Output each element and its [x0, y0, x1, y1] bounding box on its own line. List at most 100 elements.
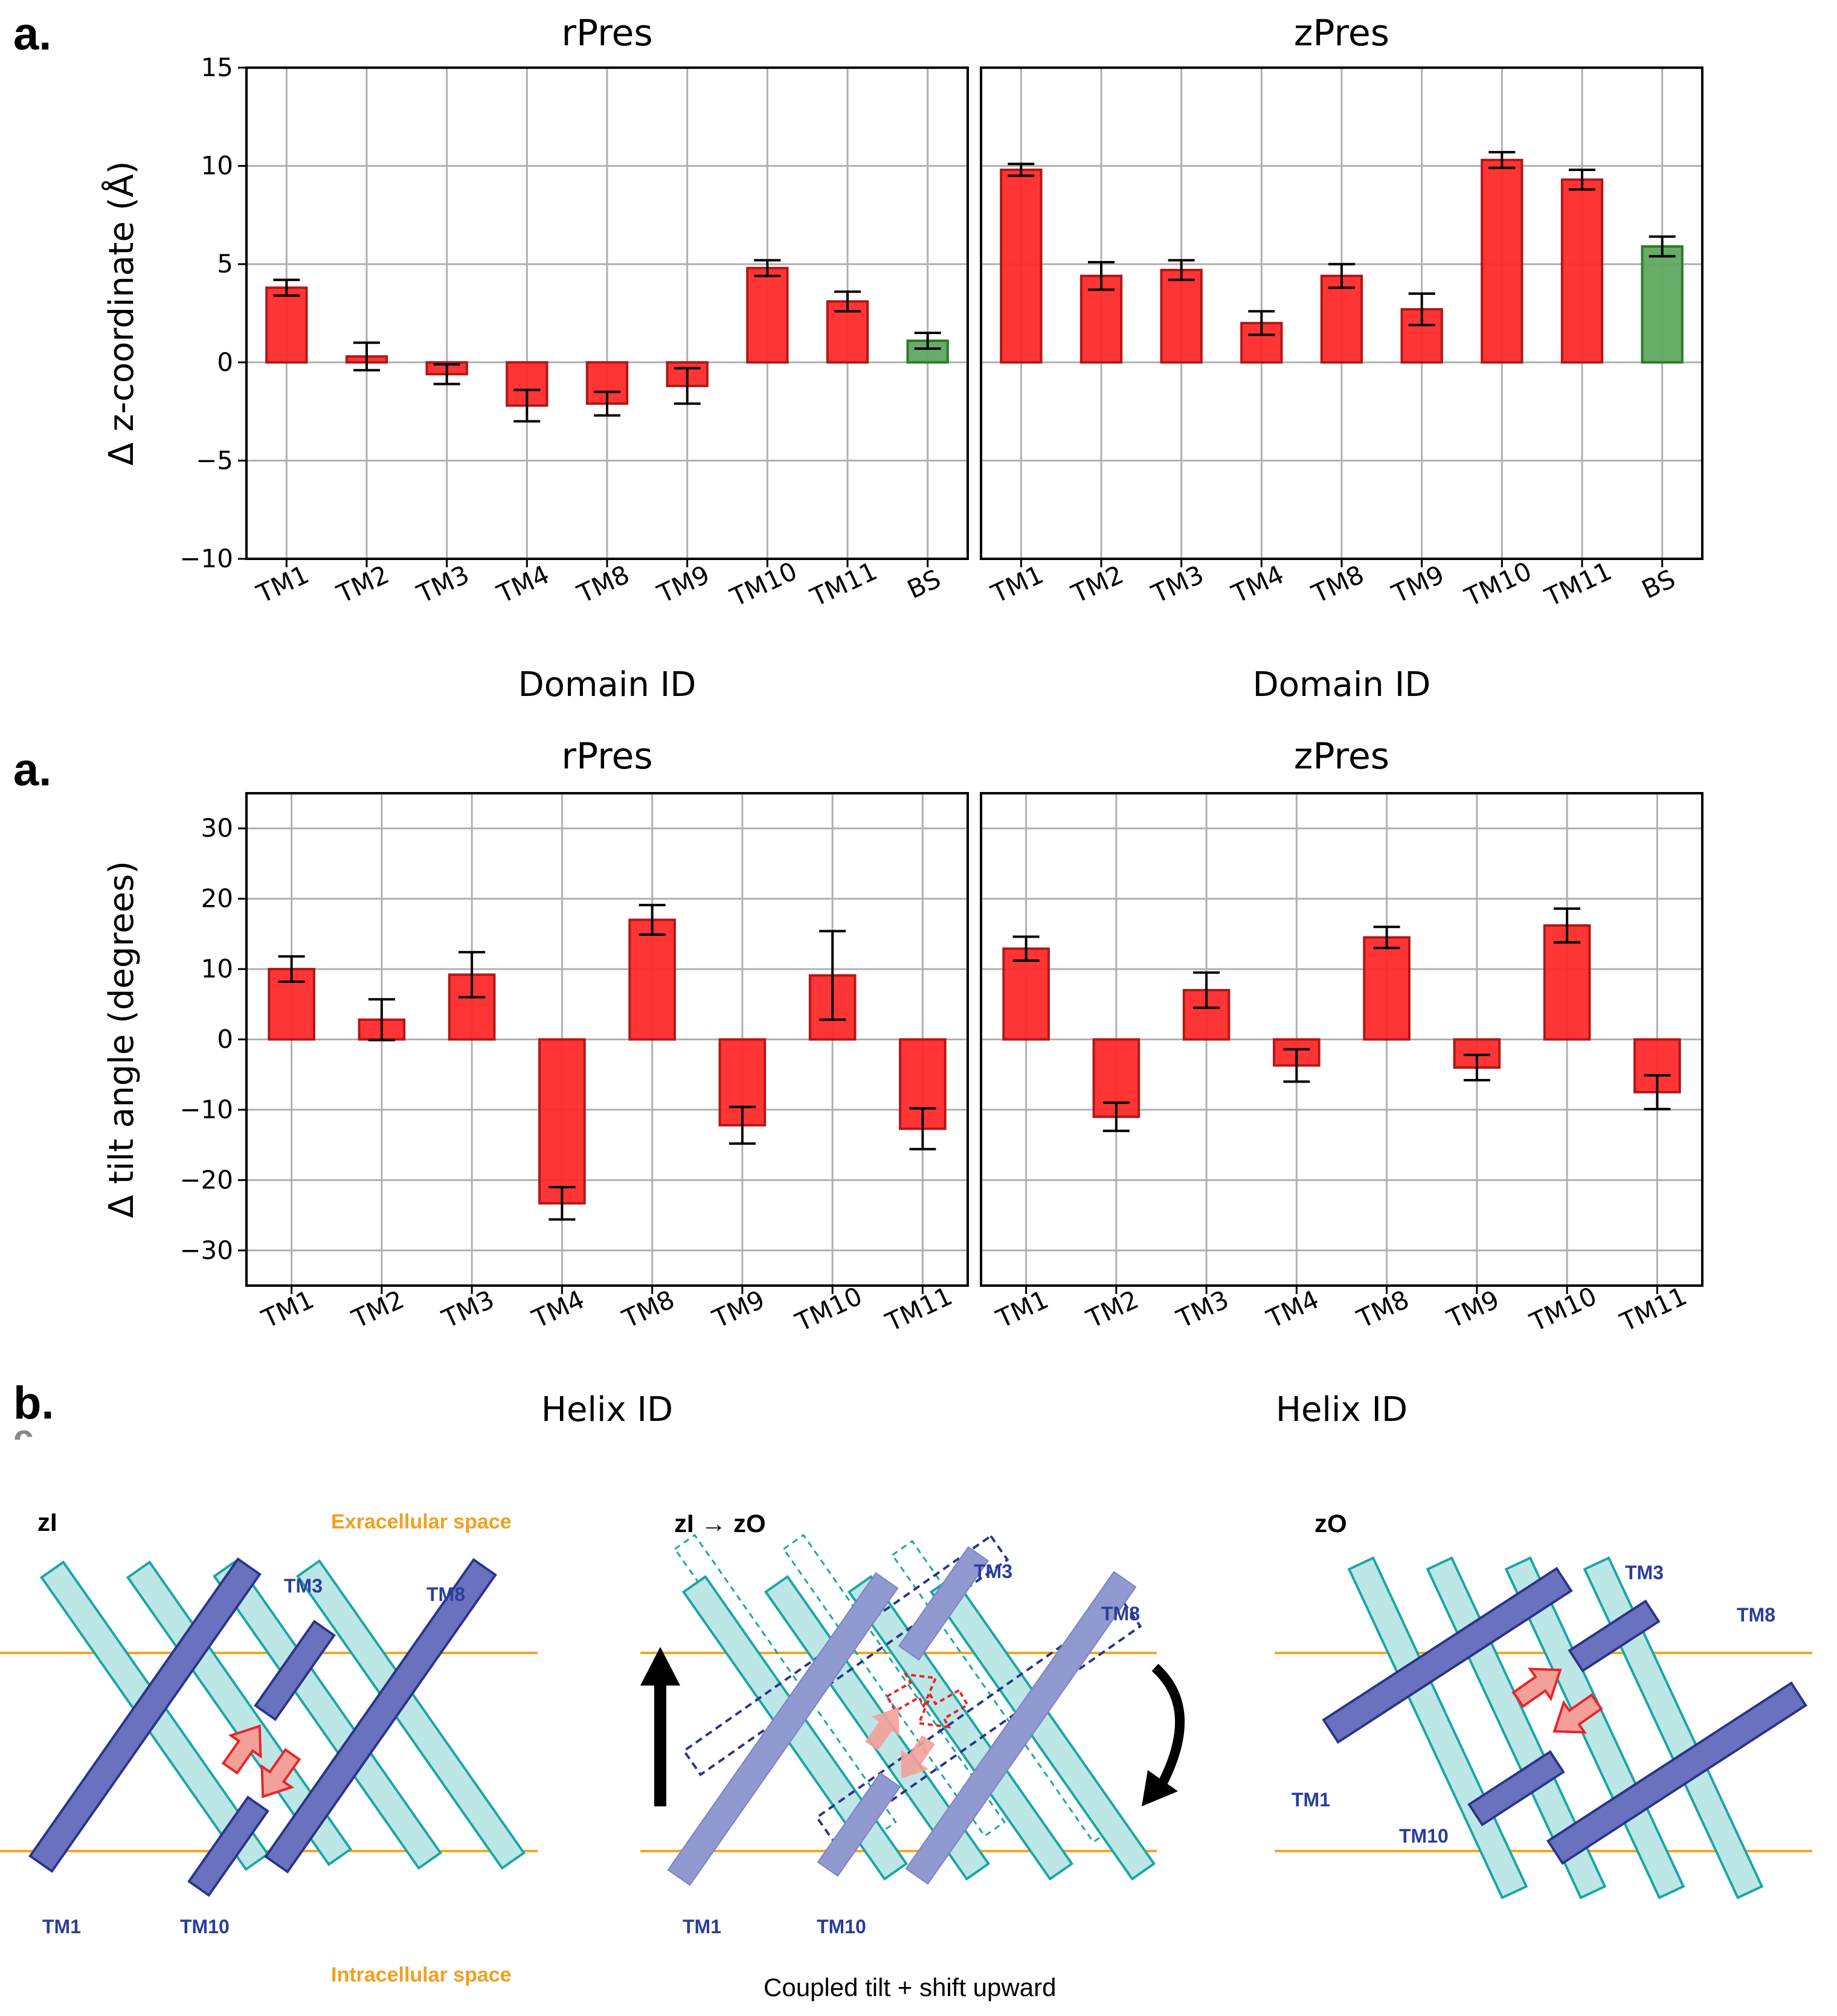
label-tm3-zi: TM3 [284, 1575, 323, 1597]
bar-zcoord-rPres-TM1 [265, 286, 308, 364]
tilt-xtick-label-zPres-TM3: TM3 [1172, 1284, 1234, 1334]
zcoord-xtick-label-rPres-TM8: TM8 [572, 559, 634, 609]
zcoord-xtick-label-rPres-BS: BS [902, 564, 945, 605]
tilt-xtick-label-rPres-TM2: TM2 [347, 1284, 408, 1334]
tilt-xtick-label-zPres-TM1: TM1 [991, 1284, 1053, 1334]
tilt-xtick-label-zPres-TM9: TM9 [1442, 1284, 1504, 1334]
zcoord-xtick-label-rPres-TM11: TM11 [805, 556, 881, 613]
label-tm8-zi: TM8 [426, 1583, 465, 1605]
zcoord-title-rPres: rPres [561, 12, 652, 54]
label-tm3-mid: TM3 [974, 1560, 1012, 1582]
move-arrow-down-zo [1552, 1693, 1603, 1734]
ghost-arrow-up [885, 1673, 938, 1713]
bar-zcoord-zPres-TM3 [1160, 268, 1203, 364]
move-arrow-up-mid [865, 1707, 899, 1751]
tilt-ytick-label: 0 [217, 1025, 233, 1054]
shift-up-arrow [640, 1647, 680, 1806]
panel-letter-b: b. [13, 1377, 54, 1429]
zcoord-xtick-label-zPres-TM1: TM1 [986, 559, 1048, 609]
tilt-curved-arrowhead [1142, 1770, 1178, 1806]
helix-tm10-zo [1467, 1750, 1565, 1827]
tilt-xtick-label-rPres-TM3: TM3 [437, 1284, 499, 1334]
bar-zcoord-zPres-TM8 [1320, 274, 1363, 364]
mechanism-diagram: zI Exracellular space Intracellular spac… [0, 1508, 1812, 2002]
helix-light-m3 [847, 1575, 1074, 1881]
zcoord-ytick-label: 15 [201, 53, 233, 82]
ghost-arrow-down [917, 1689, 970, 1728]
panel-letter-a-top: a. [13, 8, 51, 60]
zcoord-xtick-label-rPres-TM1: TM1 [252, 559, 314, 609]
state-zi-title: zI [37, 1508, 57, 1536]
zcoord-title-zPres: zPres [1294, 12, 1389, 54]
zcoord-xtick-label-rPres-TM4: TM4 [492, 559, 554, 609]
tilt-xtick-label-zPres-TM11: TM11 [1615, 1281, 1691, 1338]
label-tm1-zo: TM1 [1292, 1789, 1330, 1811]
tilt-ytick-label: −10 [179, 1095, 233, 1124]
helix-tm1 [28, 1557, 262, 1873]
zcoord-xtick-label-zPres-TM11: TM11 [1540, 556, 1616, 613]
tilt-curved-arrow [1151, 1664, 1185, 1791]
tilt-xtick-label-rPres-TM4: TM4 [527, 1284, 589, 1334]
tilt-xtick-label-rPres-TM10: TM10 [790, 1281, 866, 1338]
tilt-ylabel: Δ tilt angle (degrees) [102, 861, 141, 1218]
panel-letter-a-middle: a. [13, 744, 51, 796]
helix-tm3-mid [898, 1546, 989, 1661]
tilt-xtick-label-rPres-TM9: TM9 [707, 1284, 769, 1334]
move-arrow-down-mid [901, 1735, 935, 1779]
tilt-xtick-label-rPres-TM1: TM1 [257, 1284, 318, 1334]
tilt-panel-rPres: TM1 TM2 TM3 TM4 TM8 TM9 TM10 TM11 rPres Helix ID [245, 735, 969, 1429]
label-tm8-mid: TM8 [1101, 1603, 1140, 1625]
tilt-ytick-label: −20 [179, 1165, 233, 1194]
label-tm10-mid: TM10 [817, 1916, 866, 1937]
chart-z-coordinate: TM1 TM2 TM3 TM4 TM8 TM9 TM10 TM11 BSrPresDomain … [101, 12, 1703, 704]
zcoord-ytick-label: 5 [217, 249, 233, 279]
label-tm8-zo: TM8 [1737, 1604, 1775, 1626]
helix-tm8-mid [905, 1571, 1137, 1885]
bar-zcoord-rPres-TM10 [746, 266, 789, 364]
label-tm10-zo: TM10 [1399, 1825, 1449, 1847]
helix-tm3-zo [1568, 1599, 1661, 1673]
zcoord-ylabel: Δ z-coordinate (Å) [101, 161, 141, 465]
bar-tilt-rPres-TM8 [628, 918, 676, 1041]
helix-tm1-zo [1322, 1567, 1573, 1744]
zcoord-xtick-label-zPres-TM10: TM10 [1460, 556, 1536, 613]
state-transition: zI → zO TM3 TM8 TM1 TM10 Coupl [640, 1509, 1185, 2002]
tilt-ytick-label: 10 [201, 954, 233, 984]
tilt-ytick-label: 30 [201, 813, 233, 843]
state-zi: zI Exracellular space Intracellular spac… [28, 1508, 526, 1986]
bar-tilt-zPres-TM10 [1543, 924, 1591, 1041]
zcoord-ytick-label: 10 [201, 151, 233, 181]
bar-zcoord-zPres-TM10 [1481, 158, 1523, 364]
tilt-xtick-label-rPres-TM8: TM8 [617, 1284, 679, 1334]
tilt-xlabel-zPres: Helix ID [1276, 1390, 1408, 1429]
label-tm3-zo: TM3 [1625, 1562, 1664, 1583]
tilt-ytick-label: −30 [179, 1235, 233, 1265]
intracellular-label: Intracellular space [331, 1963, 512, 1986]
tilt-title-rPres: rPres [561, 735, 652, 778]
tilt-axes-frame-zPres [980, 792, 1703, 1287]
state-transition-title: zI → zO [674, 1509, 766, 1538]
zcoord-xtick-label-zPres-TM3: TM3 [1147, 559, 1208, 609]
tilt-xtick-label-zPres-TM8: TM8 [1352, 1284, 1414, 1334]
bar-tilt-zPres-TM8 [1363, 936, 1411, 1041]
panel-letter-fragment: c. [13, 1417, 43, 1458]
tilt-panel-zPres: TM1 TM2 TM3 TM4 TM8 TM9 TM10 TM11 zPres Helix ID [980, 735, 1703, 1429]
helix-tm8-zo [1546, 1681, 1808, 1865]
tilt-title-zPres: zPres [1294, 735, 1389, 778]
tilt-xtick-label-zPres-TM2: TM2 [1081, 1284, 1143, 1334]
tilt-xtick-label-zPres-TM4: TM4 [1262, 1284, 1324, 1334]
zcoord-ytick-label: 0 [217, 347, 233, 377]
helix-light-3 [212, 1559, 443, 1870]
tilt-xlabel-rPres: Helix ID [541, 1390, 673, 1429]
bar-tilt-zPres-TM1 [1002, 947, 1050, 1041]
zcoord-ytick-label: −5 [196, 445, 233, 475]
helix-tm10-mid [817, 1772, 901, 1877]
label-tm1-zi: TM1 [42, 1916, 81, 1937]
zcoord-xtick-label-zPres-TM8: TM8 [1307, 559, 1368, 609]
helix-tm8 [264, 1557, 497, 1874]
tilt-xtick-label-rPres-TM11: TM11 [881, 1281, 957, 1338]
zcoord-panel-zPres: TM1 TM2 TM3 TM4 TM8 TM9 TM10 TM11 BS zPres Domain … [980, 12, 1703, 704]
helix-tm10 [187, 1795, 269, 1897]
